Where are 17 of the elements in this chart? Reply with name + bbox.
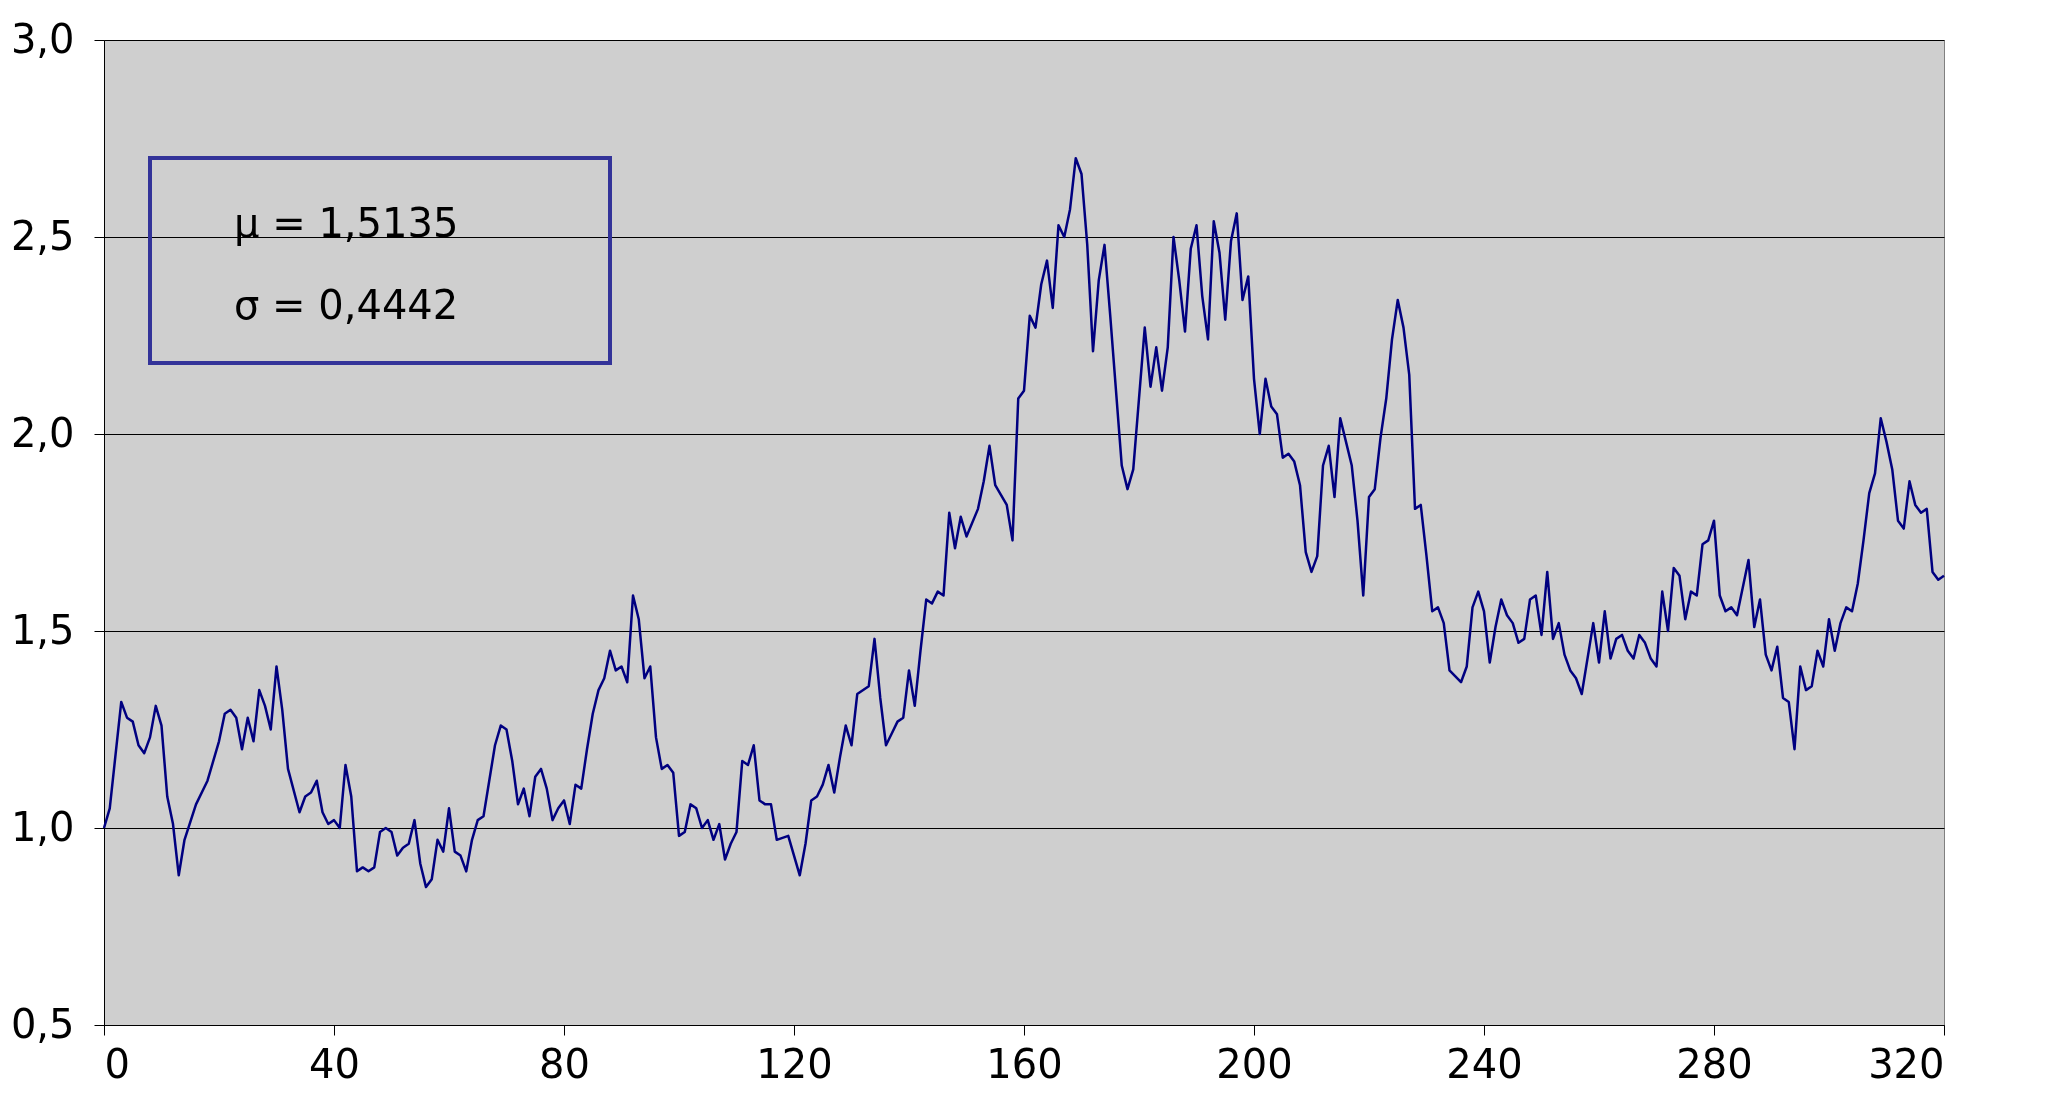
annotation: σ = 0,4442 [234,282,459,328]
x-tick-label: 0 [104,1040,130,1087]
x-tick-label: 160 [986,1040,1063,1087]
y-tick-label: 3,0 [10,15,75,62]
x-tick-label: 40 [309,1040,360,1087]
y-tick-label: 1,0 [10,803,75,850]
x-tick-label: 280 [1676,1040,1753,1087]
x-tick-label: 320 [1868,1040,1945,1087]
annotation: μ = 1,5135 [234,200,459,246]
x-tick-label: 200 [1216,1040,1293,1087]
y-tick-label: 2,5 [10,212,75,259]
y-tick-label: 0,5 [10,1000,75,1047]
y-tick-label: 2,0 [10,409,75,456]
x-tick-label: 120 [756,1040,833,1087]
y-tick-label: 1,5 [10,606,75,653]
x-tick-label: 240 [1446,1040,1523,1087]
x-tick-label: 80 [539,1040,590,1087]
